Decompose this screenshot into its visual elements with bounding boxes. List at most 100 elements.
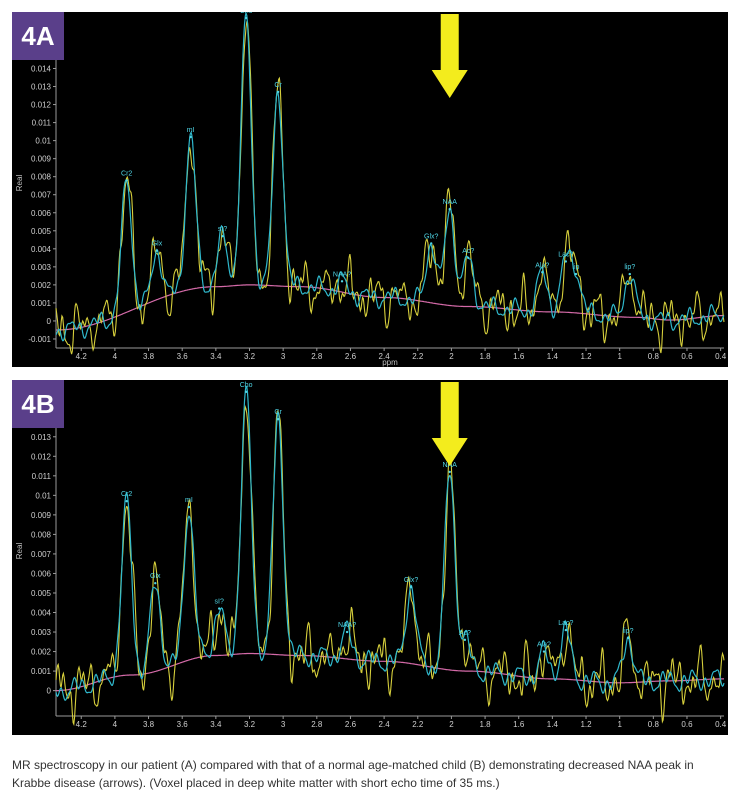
peak-label: Cr <box>274 409 282 416</box>
peak-marker <box>244 390 248 394</box>
x-tick-label: 2.6 <box>345 720 357 729</box>
x-tick-label: 4 <box>113 720 118 729</box>
y-tick-label: 0.002 <box>31 648 52 657</box>
peak-marker <box>276 90 280 94</box>
x-tick-label: 3.6 <box>177 352 189 361</box>
peak-marker <box>154 582 157 585</box>
peak-marker <box>221 234 224 238</box>
peak-label: lip? <box>623 628 634 635</box>
y-tick-label: 0.011 <box>32 119 52 128</box>
peak-label: Lac? <box>558 620 573 627</box>
peak-label: NAA <box>443 199 458 206</box>
peak-label: Glx? <box>424 233 439 240</box>
x-tick-label: 1.2 <box>580 720 592 729</box>
peak-marker <box>340 280 344 283</box>
peak-label: Glx <box>150 573 161 580</box>
peak-label: Ac? <box>459 630 471 637</box>
peak-marker <box>409 585 413 589</box>
x-tick-label: 2.8 <box>311 352 323 361</box>
peak-label: Cho <box>240 12 253 15</box>
x-tick-label: 2.8 <box>311 720 323 729</box>
x-tick-label: 1 <box>617 352 622 361</box>
fitted-spectrum-line <box>55 385 725 701</box>
peak-marker <box>448 470 451 474</box>
peak-label: Ala? <box>537 642 551 649</box>
x-tick-label: 3.2 <box>244 352 256 361</box>
peak-label: lip <box>572 264 579 271</box>
y-tick-label: 0.012 <box>31 101 52 110</box>
x-tick-label: 1 <box>617 720 622 729</box>
peak-label: sI? <box>218 226 227 233</box>
baseline-curve <box>56 284 724 331</box>
x-tick-label: 0.4 <box>715 720 727 729</box>
peak-label: lip? <box>624 264 635 271</box>
spectrum-panel-a: -0.001 0 0.001 0.002 0.003 0.004 0.005 0.006 0.0… <box>12 12 728 367</box>
peak-marker <box>187 505 191 509</box>
x-tick-label: 1.4 <box>547 720 559 729</box>
x-tick-label: 2.2 <box>412 720 424 729</box>
peak-marker <box>564 628 568 632</box>
y-tick-label: 0.003 <box>31 628 52 637</box>
peak-marker <box>574 272 578 276</box>
x-tick-label: 4 <box>113 352 118 361</box>
y-axis-label: Real <box>15 175 24 192</box>
y-tick-label: 0.002 <box>31 281 52 290</box>
peak-marker <box>430 242 433 245</box>
peak-marker <box>218 607 221 610</box>
peak-label: Cho <box>240 382 253 389</box>
arrow-icon <box>431 382 468 466</box>
peak-marker <box>542 650 546 653</box>
x-axis-label: ppm <box>382 358 398 367</box>
peak-label: mI <box>187 127 195 134</box>
peak-label: Ala? <box>535 262 549 269</box>
spectrum-chart-a: -0.001 0 0.001 0.002 0.003 0.004 0.005 0.006 0.0… <box>15 12 727 367</box>
peak-marker <box>155 249 159 252</box>
raw-spectrum-line <box>55 21 725 355</box>
y-tick-label: 0.013 <box>31 433 52 442</box>
x-tick-label: 2 <box>449 720 454 729</box>
x-tick-label: 3.6 <box>177 720 189 729</box>
y-axis-label: Real <box>15 543 24 560</box>
peak-label: Glx <box>152 241 163 248</box>
x-tick-label: 3.2 <box>244 720 256 729</box>
x-tick-label: 2 <box>449 352 454 361</box>
y-tick-label: 0.01 <box>35 137 51 146</box>
x-tick-label: 1.6 <box>513 352 525 361</box>
peak-label: NAA? <box>338 622 356 629</box>
x-tick-label: 1.8 <box>480 720 492 729</box>
y-tick-label: 0.004 <box>31 245 52 254</box>
peak-marker <box>463 638 467 642</box>
x-tick-label: 0.4 <box>715 352 727 361</box>
x-tick-label: 3 <box>281 720 286 729</box>
y-tick-label: -0.001 <box>28 335 51 344</box>
y-tick-label: 0.009 <box>31 155 52 164</box>
y-tick-label: 0.006 <box>31 209 52 218</box>
x-tick-label: 0.6 <box>681 720 693 729</box>
y-tick-label: 0.008 <box>31 173 52 182</box>
peak-marker <box>448 207 451 211</box>
peak-marker <box>345 630 349 634</box>
peak-marker <box>244 16 248 20</box>
peak-marker <box>564 260 568 263</box>
x-tick-label: 1.4 <box>547 352 559 361</box>
y-tick-label: 0.013 <box>31 83 52 92</box>
peak-label: Cr <box>274 82 282 89</box>
x-tick-label: 3.4 <box>210 352 222 361</box>
peak-label: Glx? <box>404 577 419 584</box>
y-tick-label: 0.014 <box>31 64 52 73</box>
x-tick-label: 1.8 <box>480 352 492 361</box>
fitted-spectrum-line <box>55 12 725 342</box>
y-tick-label: 0.001 <box>31 667 52 676</box>
x-tick-label: 0.8 <box>648 352 660 361</box>
arrow-icon <box>431 14 468 98</box>
peak-label: mI <box>185 497 193 504</box>
panel-badge-b: 4B <box>12 380 64 428</box>
y-tick-label: 0.003 <box>31 263 52 272</box>
y-tick-label: 0.011 <box>32 472 52 481</box>
spectrum-chart-b: 0 0.001 0.002 0.003 0.004 0.005 0.006 0.007 0.00… <box>15 382 727 729</box>
raw-spectrum-line <box>55 404 725 727</box>
peak-label: NAA? <box>333 271 351 278</box>
peak-marker <box>467 256 470 260</box>
peak-marker <box>276 417 280 421</box>
x-tick-label: 3.8 <box>143 352 155 361</box>
